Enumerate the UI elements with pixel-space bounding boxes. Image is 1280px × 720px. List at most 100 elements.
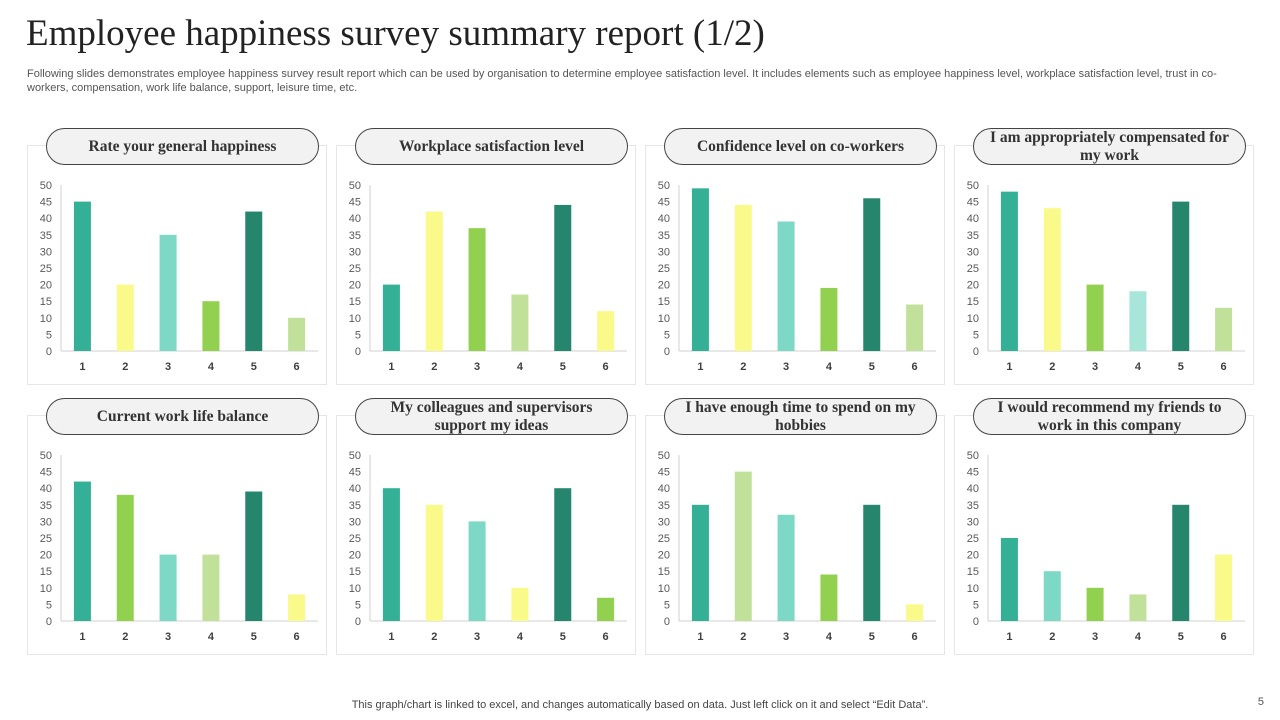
y-tick-label: 45: [658, 197, 670, 209]
x-tick-label: 3: [783, 361, 789, 373]
chart-card[interactable]: My colleagues and supervisors support my…: [336, 398, 636, 655]
y-tick-label: 15: [967, 296, 979, 308]
y-tick-label: 10: [40, 313, 52, 325]
chart-card[interactable]: Workplace satisfaction level 0 5 10 15 20 25 30…: [336, 128, 636, 385]
x-tick-label: 1: [1006, 631, 1012, 643]
y-tick-label: 5: [355, 599, 361, 611]
bar: [425, 504, 443, 621]
y-tick-label: 35: [40, 500, 52, 512]
x-tick-label: 5: [1178, 361, 1184, 373]
bar: [425, 211, 443, 351]
bar: [820, 287, 838, 351]
bar: [691, 188, 709, 351]
chart-card[interactable]: Confidence level on co-workers 0 5 10 15 20 25…: [645, 128, 945, 385]
x-tick-label: 4: [517, 631, 524, 643]
y-tick-label: 10: [349, 583, 361, 595]
x-tick-label: 2: [740, 631, 746, 643]
bar: [734, 204, 752, 351]
y-tick-label: 10: [349, 313, 361, 325]
y-tick-label: 40: [658, 483, 670, 495]
y-tick-label: 35: [967, 500, 979, 512]
x-tick-label: 6: [1221, 631, 1227, 643]
y-tick-label: 20: [658, 550, 670, 562]
bar: [1043, 208, 1061, 351]
x-tick-label: 3: [474, 631, 480, 643]
bar: [554, 488, 572, 621]
y-tick-label: 5: [973, 329, 979, 341]
x-tick-label: 2: [122, 631, 128, 643]
bar: [202, 301, 220, 351]
chart-card[interactable]: I have enough time to spend on my hobbie…: [645, 398, 945, 655]
y-tick-label: 35: [658, 230, 670, 242]
y-tick-label: 10: [658, 313, 670, 325]
y-tick-label: 50: [967, 180, 979, 192]
bar: [734, 471, 752, 621]
x-tick-label: 4: [826, 361, 833, 373]
bar: [288, 317, 306, 351]
y-tick-label: 45: [40, 197, 52, 209]
chart-card[interactable]: I am appropriately compensated for my wo…: [954, 128, 1254, 385]
bar: [1086, 284, 1104, 351]
y-tick-label: 50: [658, 180, 670, 192]
y-tick-label: 35: [40, 230, 52, 242]
x-tick-label: 4: [208, 361, 215, 373]
y-tick-label: 5: [973, 599, 979, 611]
bar: [468, 228, 486, 351]
x-tick-label: 5: [869, 631, 875, 643]
bar: [597, 597, 615, 621]
y-tick-label: 0: [355, 616, 361, 628]
x-tick-label: 5: [251, 631, 257, 643]
y-tick-label: 40: [349, 483, 361, 495]
y-tick-label: 50: [40, 450, 52, 462]
bar: [382, 488, 400, 621]
bar: [73, 481, 91, 621]
y-tick-label: 50: [967, 450, 979, 462]
y-tick-label: 5: [46, 329, 52, 341]
y-tick-label: 15: [658, 566, 670, 578]
bar: [1129, 291, 1147, 351]
chart-card[interactable]: Current work life balance 0 5 10 15 20 25 30 35 4…: [27, 398, 327, 655]
x-tick-label: 1: [79, 631, 85, 643]
bar: [202, 554, 220, 621]
bar: [863, 198, 881, 351]
y-tick-label: 20: [40, 550, 52, 562]
bar: [382, 284, 400, 351]
bar: [1172, 201, 1190, 351]
x-tick-label: 2: [740, 361, 746, 373]
x-tick-label: 1: [79, 361, 85, 373]
x-tick-label: 3: [165, 361, 171, 373]
chart-card[interactable]: Rate your general happiness 0 5 10 15 20 25 30 3…: [27, 128, 327, 385]
y-tick-label: 50: [40, 180, 52, 192]
x-tick-label: 3: [1092, 631, 1098, 643]
x-tick-label: 2: [431, 631, 437, 643]
x-tick-label: 1: [697, 361, 703, 373]
x-tick-label: 4: [1135, 631, 1142, 643]
y-tick-label: 45: [40, 467, 52, 479]
y-tick-label: 45: [967, 467, 979, 479]
y-tick-label: 45: [658, 467, 670, 479]
x-tick-label: 6: [294, 361, 300, 373]
y-tick-label: 15: [967, 566, 979, 578]
x-tick-label: 4: [826, 631, 833, 643]
bar: [1215, 307, 1233, 351]
x-tick-label: 2: [1049, 361, 1055, 373]
x-tick-label: 4: [208, 631, 215, 643]
bar: [777, 221, 795, 351]
bar: [511, 587, 529, 621]
y-tick-label: 40: [967, 213, 979, 225]
x-tick-label: 5: [251, 361, 257, 373]
y-tick-label: 40: [40, 483, 52, 495]
y-tick-label: 20: [40, 280, 52, 292]
bar: [159, 554, 177, 621]
y-tick-label: 5: [664, 599, 670, 611]
x-tick-label: 1: [1006, 361, 1012, 373]
page-title: Employee happiness survey summary report…: [26, 13, 765, 54]
x-tick-label: 6: [603, 631, 609, 643]
chart-card[interactable]: I would recommend my friends to work in …: [954, 398, 1254, 655]
bar: [468, 521, 486, 621]
y-tick-label: 25: [658, 263, 670, 275]
page-number: 5: [1257, 696, 1264, 708]
